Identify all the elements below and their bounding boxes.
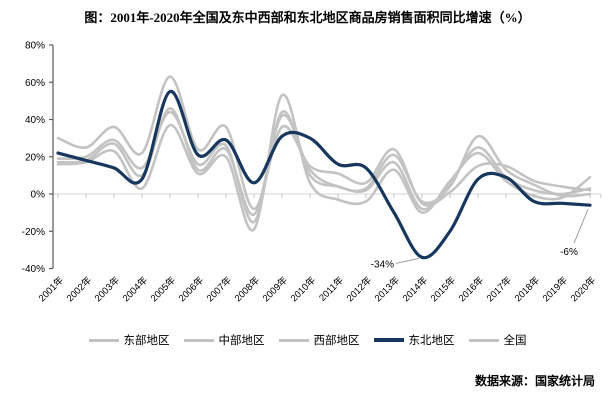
x-axis-label: 2007年: [204, 274, 235, 305]
x-axis-label: 2006年: [176, 274, 207, 305]
x-axis-label: 2015年: [428, 274, 459, 305]
series-line-northeast: [56, 89, 592, 260]
y-axis-label: 0%: [31, 190, 46, 201]
y-axis-label: 20%: [25, 152, 45, 163]
y-axis-label: 60%: [25, 78, 45, 89]
legend-label-national: 全国: [503, 335, 527, 347]
x-axis-label: 2014年: [400, 274, 431, 305]
x-axis-label: 2008年: [232, 274, 263, 305]
x-axis-label: 2012年: [344, 274, 375, 305]
legend-item-east: 东部地区: [88, 332, 170, 348]
x-axis-label: 2017年: [484, 274, 515, 305]
series-line-west: [56, 75, 592, 211]
line-chart: 80%60%40%20%0%-20%-40%2001年2002年2003年200…: [22, 41, 602, 305]
legend-label-east: 东部地区: [123, 335, 170, 347]
legend-swatch-central: [183, 338, 214, 342]
x-axis-label: 2002年: [64, 274, 95, 305]
x-axis-label: 2009年: [260, 274, 291, 305]
legend-swatch-west: [278, 338, 309, 342]
legend-swatch-northeast: [373, 338, 404, 342]
x-axis-label: 2003年: [92, 274, 123, 305]
legend: 东部地区 中部地区 西部地区 东北地区 全国: [0, 331, 615, 349]
x-axis-label: 2013年: [372, 274, 403, 305]
series-line-central: [56, 107, 592, 216]
legend-item-west: 西部地区: [278, 332, 360, 348]
x-axis-label: 2019年: [540, 274, 571, 305]
annotation-label: -6%: [560, 247, 578, 258]
y-axis-label: -40%: [22, 264, 45, 275]
x-axis-label: 2020年: [568, 274, 599, 305]
x-axis-label: 2001年: [36, 274, 67, 305]
legend-item-northeast: 东北地区: [373, 332, 455, 348]
x-axis-label: 2005年: [148, 274, 179, 305]
data-source-note: 数据来源：国家统计局: [474, 374, 595, 388]
legend-label-west: 西部地区: [313, 335, 360, 347]
legend-swatch-east: [88, 338, 119, 342]
x-axis-label: 2010年: [288, 274, 319, 305]
chart-title: 图：2001年-2020年全国及东中西部和东北地区商品房销售面积同比增速（%）: [84, 10, 531, 25]
series-line-east: [56, 93, 592, 232]
y-axis-label: 40%: [25, 115, 45, 126]
x-axis-label: 2016年: [456, 274, 487, 305]
legend-item-national: 全国: [468, 332, 527, 348]
annotation-leader: [573, 208, 589, 244]
legend-swatch-national: [468, 338, 499, 342]
legend-label-northeast: 东北地区: [408, 335, 455, 347]
legend-label-central: 中部地区: [218, 335, 265, 347]
legend-item-central: 中部地区: [183, 332, 265, 348]
x-axis-label: 2011年: [316, 274, 346, 304]
y-axis-label: 80%: [25, 41, 45, 52]
annotation-leader: [395, 257, 420, 264]
annotation-label: -34%: [371, 259, 394, 270]
x-axis-label: 2004年: [120, 274, 151, 305]
x-axis-label: 2018年: [512, 274, 543, 305]
y-axis-label: -20%: [22, 227, 45, 238]
